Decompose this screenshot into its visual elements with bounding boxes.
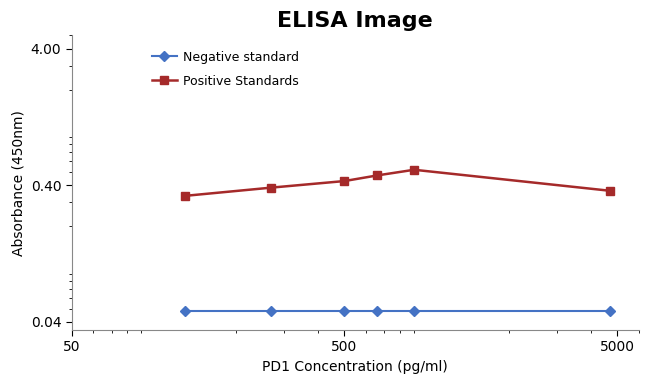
Negative standard xyxy=(341,309,348,313)
Positive Standards xyxy=(181,194,188,198)
Negative standard xyxy=(268,309,276,313)
Title: ELISA Image: ELISA Image xyxy=(278,11,433,31)
Negative standard xyxy=(181,309,188,313)
Legend: Negative standard, Positive Standards: Negative standard, Positive Standards xyxy=(151,50,299,88)
Line: Negative standard: Negative standard xyxy=(181,308,614,315)
Negative standard xyxy=(410,309,418,313)
Y-axis label: Absorbance (450nm): Absorbance (450nm) xyxy=(11,110,25,256)
Line: Positive Standards: Positive Standards xyxy=(181,166,614,200)
Positive Standards xyxy=(606,189,614,193)
Positive Standards xyxy=(374,173,382,178)
Positive Standards xyxy=(341,179,348,183)
X-axis label: PD1 Concentration (pg/ml): PD1 Concentration (pg/ml) xyxy=(263,360,448,374)
Negative standard xyxy=(374,309,382,313)
Negative standard xyxy=(606,309,614,313)
Positive Standards xyxy=(268,185,276,190)
Positive Standards xyxy=(410,167,418,172)
